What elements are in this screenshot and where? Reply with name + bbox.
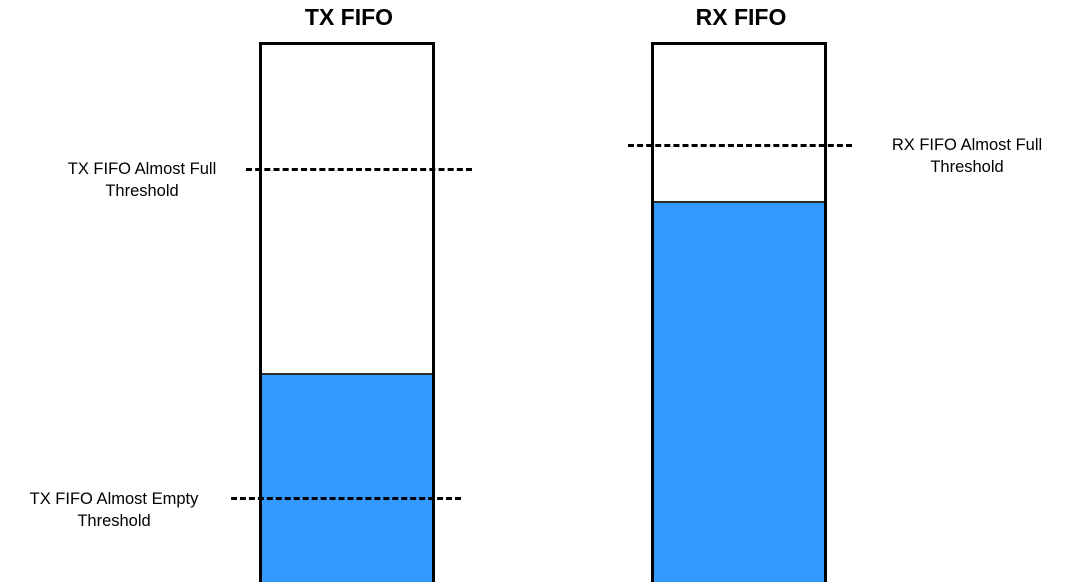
tx-fifo-buffer bbox=[259, 42, 435, 582]
tx-almost-empty-label-line2: Threshold bbox=[77, 512, 151, 530]
tx-almost-empty-threshold-label: TX FIFO Almost Empty Threshold bbox=[3, 488, 225, 532]
tx-fifo-title: TX FIFO bbox=[304, 4, 394, 30]
rx-almost-full-threshold-label: RX FIFO Almost Full Threshold bbox=[862, 134, 1070, 178]
tx-almost-full-threshold-line bbox=[246, 168, 472, 171]
rx-fifo-buffer bbox=[651, 42, 827, 582]
tx-almost-full-label-line1: TX FIFO Almost Full bbox=[67, 160, 217, 178]
tx-almost-full-label-line2: Threshold bbox=[105, 182, 179, 200]
tx-almost-empty-label-line1: TX FIFO Almost Empty bbox=[29, 490, 199, 508]
tx-fifo-fill bbox=[262, 372, 432, 582]
rx-almost-full-threshold-line bbox=[628, 144, 852, 147]
rx-almost-full-label-line1: RX FIFO Almost Full bbox=[891, 136, 1043, 154]
rx-almost-full-label-line2: Threshold bbox=[930, 158, 1004, 176]
rx-fifo-fill bbox=[654, 200, 824, 582]
rx-fifo-title: RX FIFO bbox=[695, 4, 787, 30]
tx-almost-full-threshold-label: TX FIFO Almost Full Threshold bbox=[36, 158, 248, 202]
tx-almost-empty-threshold-line bbox=[231, 497, 461, 500]
